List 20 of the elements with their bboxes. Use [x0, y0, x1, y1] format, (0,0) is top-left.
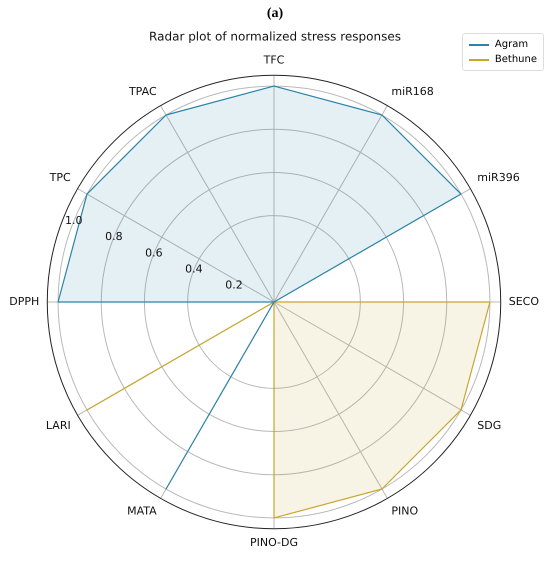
spoke-label: MATA	[127, 504, 158, 518]
spoke-label: TFC	[262, 54, 285, 67]
legend-label: Bethune	[494, 53, 537, 67]
spoke-label: miR168	[391, 84, 434, 98]
spoke-label: TPAC	[128, 84, 157, 98]
spoke-label: DPPH	[9, 294, 40, 308]
spoke-label: PINO-DG	[250, 536, 298, 550]
spoke-label: TPC	[48, 170, 72, 184]
y-tick-label: 0.8	[105, 230, 123, 244]
y-tick-label: 0.4	[185, 262, 203, 276]
chart-title: Radar plot of normalized stress responses	[149, 29, 401, 44]
legend-label: Agram	[494, 38, 528, 52]
spoke-label: SDG	[477, 418, 502, 432]
spoke-label: miR396	[477, 170, 520, 184]
spoke-label: SECO	[508, 294, 540, 308]
spoke-label: PINO	[391, 504, 418, 518]
spoke-label: LARI	[46, 418, 71, 432]
text: (a)	[266, 6, 284, 22]
y-tick-label: 0.6	[145, 246, 163, 260]
y-tick-label: 0.2	[225, 278, 243, 292]
